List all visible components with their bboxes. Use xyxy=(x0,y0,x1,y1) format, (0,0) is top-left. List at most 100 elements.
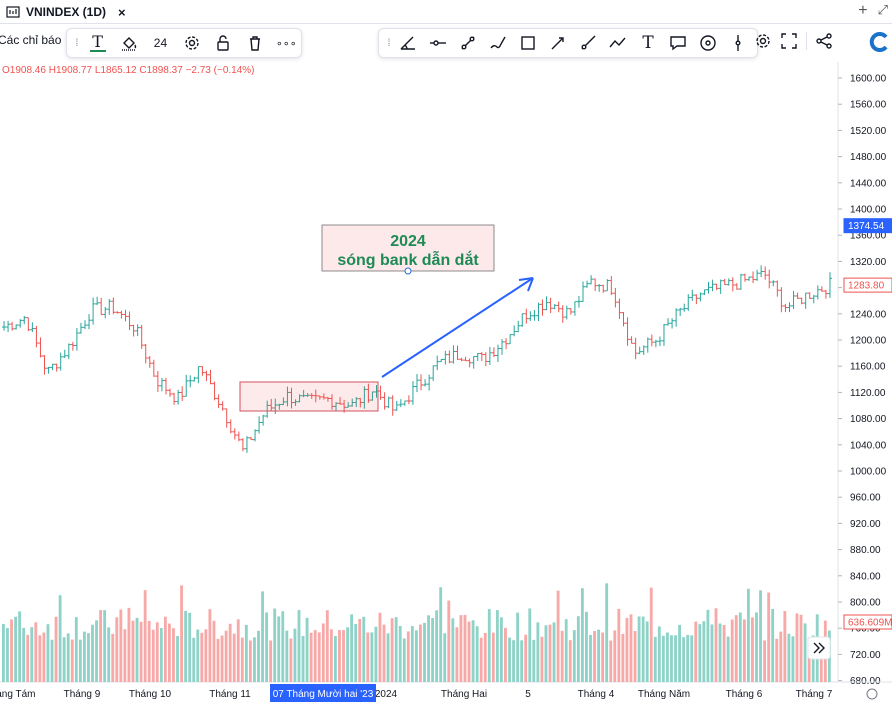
volume-bar xyxy=(329,629,333,682)
volume-bar xyxy=(236,619,240,682)
annotation-handle[interactable] xyxy=(404,267,412,275)
ohlc-legend: O1908.46 H1908.77 L1865.12 C1898.37 −2.7… xyxy=(2,65,255,76)
price-chart[interactable]: 1600.00 1560.00 1520.00 1480.00 1440.00 1400.… xyxy=(0,62,892,707)
trend-angle-tool[interactable] xyxy=(453,30,483,56)
settings-button[interactable] xyxy=(177,30,206,56)
volume-bar xyxy=(536,622,540,682)
gear-icon[interactable] xyxy=(754,32,772,50)
share-icon[interactable] xyxy=(815,32,833,50)
text-color-button[interactable]: T xyxy=(83,30,112,56)
chart-canvas[interactable]: 1600.00 1560.00 1520.00 1480.00 1440.00 1400.… xyxy=(0,62,892,707)
volume-bar xyxy=(625,617,629,682)
unlock-icon xyxy=(217,35,230,51)
tab-vnindex[interactable]: VNINDEX (1D) × xyxy=(6,3,126,21)
volume-bar xyxy=(54,616,58,682)
time-axis-label: Tháng 10 xyxy=(129,689,172,700)
volume-bar xyxy=(257,630,260,682)
volume-bar xyxy=(289,638,293,682)
rectangle-tool[interactable] xyxy=(513,30,543,56)
volume-bar xyxy=(742,619,746,682)
volume-bar xyxy=(228,623,232,682)
ray-tool[interactable] xyxy=(573,30,603,56)
volume-bar xyxy=(495,610,499,682)
volume-bar xyxy=(358,618,362,682)
tab-bar: VNINDEX (1D) × + ⤢ xyxy=(0,0,892,24)
trend-arrow-line[interactable] xyxy=(381,277,534,378)
volume-bar xyxy=(253,637,256,682)
volume-bar xyxy=(184,610,188,682)
axis-settings-icon[interactable] xyxy=(866,688,878,700)
text-tool[interactable]: T xyxy=(633,30,663,56)
volume-bar xyxy=(119,609,123,682)
consolidation-rectangle[interactable] xyxy=(239,381,379,412)
volume-bar xyxy=(528,608,532,682)
circle-tool[interactable] xyxy=(693,30,723,56)
lock-button[interactable] xyxy=(209,30,238,56)
font-size-button[interactable]: 24 xyxy=(153,36,168,50)
volume-bar xyxy=(706,609,710,682)
volume-bar xyxy=(240,637,244,682)
price-tick-label: 1200.00 xyxy=(850,336,887,347)
volume-bar xyxy=(273,608,277,682)
volume-bar xyxy=(309,632,313,682)
time-axis-label: Tháng 11 xyxy=(209,689,251,700)
text-t-icon: T xyxy=(92,32,103,51)
volume-bar xyxy=(10,619,13,682)
volume-bar xyxy=(402,638,406,682)
price-tick-label: 1600.00 xyxy=(850,74,887,85)
price-tick-label: 920.00 xyxy=(850,519,881,530)
volume-bar xyxy=(657,626,661,682)
ohlc-open-label: O xyxy=(2,65,10,76)
drag-handle-icon[interactable]: ⁞⁞ xyxy=(387,37,391,49)
ohlc-change: −2.73 (−0.14%) xyxy=(185,65,255,76)
price-tick-label: 800.00 xyxy=(850,598,881,609)
drag-handle-icon[interactable]: ⁞⁞ xyxy=(75,37,79,49)
last-close-badge: 1283.80 xyxy=(848,281,885,292)
fill-color-button[interactable] xyxy=(114,30,143,56)
fullscreen-icon[interactable] xyxy=(780,32,798,50)
volume-bar xyxy=(6,628,9,682)
volume-bar xyxy=(759,590,762,682)
trend-arrow-head[interactable] xyxy=(518,277,534,292)
rectangle-icon xyxy=(521,36,535,50)
price-tick-label: 1400.00 xyxy=(850,205,887,216)
volume-bar xyxy=(224,630,228,682)
volume-bar xyxy=(91,624,94,682)
trash-icon xyxy=(249,36,260,51)
volume-bar xyxy=(467,621,471,682)
volume-bar xyxy=(791,636,795,682)
volume-bar xyxy=(131,620,135,682)
arrow-marker-tool[interactable] xyxy=(543,30,573,56)
volume-bar xyxy=(370,632,374,682)
volume-bar xyxy=(475,626,479,682)
volume-bar xyxy=(755,612,758,682)
price-tick-label: 1040.00 xyxy=(850,440,887,451)
current-price-badge: 1374.54 xyxy=(848,221,885,232)
add-tab-icon[interactable]: + xyxy=(858,2,868,19)
vertical-line-tool[interactable] xyxy=(723,30,753,56)
volume-bar xyxy=(277,616,281,682)
angle-tool[interactable] xyxy=(393,30,423,56)
volume-bar xyxy=(540,636,544,682)
annotation-line-1: 2024 xyxy=(390,233,426,250)
brush-tool[interactable] xyxy=(483,30,513,56)
volume-bar xyxy=(338,630,341,682)
volume-bar xyxy=(738,612,742,682)
path-tool[interactable] xyxy=(603,30,633,56)
current-price-badge-bg xyxy=(843,218,892,234)
delete-button[interactable] xyxy=(240,30,269,56)
volume-bar xyxy=(176,636,179,682)
indicators-button[interactable]: Các chỉ báo xyxy=(0,33,62,47)
horizontal-ray-tool[interactable] xyxy=(423,30,453,56)
time-axis-label: 2024 xyxy=(375,689,398,700)
callout-tool[interactable] xyxy=(663,30,693,56)
volume-bar xyxy=(188,612,192,682)
more-options-button[interactable]: ∘∘∘ xyxy=(275,37,297,50)
price-tick-label: 1240.00 xyxy=(850,309,887,320)
close-icon[interactable]: × xyxy=(118,4,126,20)
volume-bar xyxy=(512,640,515,682)
volume-bar xyxy=(26,634,30,682)
brand-logo-icon[interactable] xyxy=(868,30,892,54)
expand-icon[interactable]: ⤢ xyxy=(877,2,888,17)
volume-bar xyxy=(220,635,224,682)
